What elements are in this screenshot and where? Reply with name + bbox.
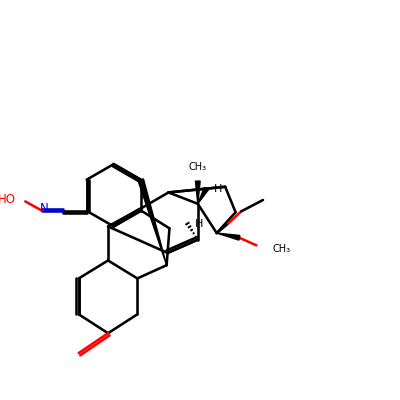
Polygon shape [138,179,167,265]
Polygon shape [198,188,208,204]
Polygon shape [196,181,200,204]
Text: N: N [40,202,48,214]
Text: CH₃: CH₃ [272,244,290,254]
Text: H: H [195,219,203,229]
Text: H: H [214,184,222,194]
Polygon shape [217,233,240,240]
Text: CH₃: CH₃ [189,162,207,172]
Text: HO: HO [0,193,16,206]
